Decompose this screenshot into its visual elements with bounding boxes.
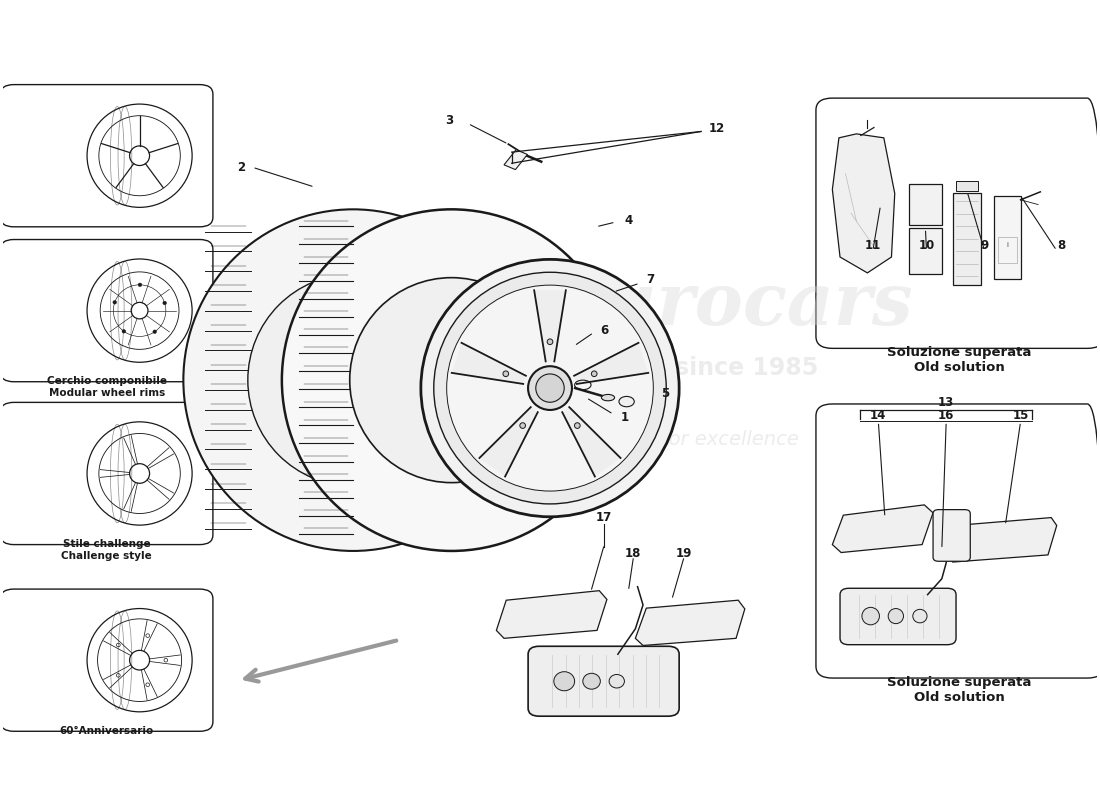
Text: 9: 9 (980, 238, 989, 251)
Ellipse shape (862, 607, 879, 625)
Ellipse shape (528, 366, 572, 410)
Polygon shape (574, 343, 648, 384)
Text: eurocars: eurocars (559, 269, 913, 340)
Bar (994, 196, 1021, 279)
Polygon shape (946, 518, 1057, 562)
Ellipse shape (553, 672, 574, 690)
Ellipse shape (153, 330, 156, 334)
FancyBboxPatch shape (933, 510, 970, 562)
Text: 18: 18 (625, 547, 641, 560)
Ellipse shape (421, 259, 679, 517)
Text: Cerchio componibile
Modular wheel rims: Cerchio componibile Modular wheel rims (46, 376, 167, 398)
Ellipse shape (248, 274, 459, 486)
Ellipse shape (574, 422, 580, 428)
Ellipse shape (139, 283, 142, 286)
Ellipse shape (350, 278, 553, 482)
Text: 60°Anniversario: 60°Anniversario (59, 726, 154, 736)
Text: Soluzione superata
Old solution: Soluzione superata Old solution (887, 676, 1032, 704)
Polygon shape (833, 505, 933, 553)
Ellipse shape (547, 339, 553, 345)
Text: 3: 3 (446, 114, 453, 127)
Polygon shape (480, 407, 538, 477)
Text: 10: 10 (918, 238, 935, 251)
Text: 12: 12 (708, 122, 725, 134)
Text: 19: 19 (675, 547, 692, 560)
Text: 16: 16 (938, 410, 955, 422)
Ellipse shape (592, 371, 597, 377)
Ellipse shape (113, 301, 117, 304)
Polygon shape (496, 590, 607, 638)
Text: 8: 8 (1057, 238, 1065, 251)
Ellipse shape (602, 394, 615, 401)
Ellipse shape (282, 210, 622, 551)
Bar (953, 194, 981, 285)
Ellipse shape (122, 330, 125, 333)
Bar (956, 181, 978, 191)
Text: 5: 5 (661, 387, 669, 400)
Ellipse shape (583, 674, 601, 689)
FancyBboxPatch shape (528, 646, 679, 716)
Text: 1: 1 (620, 411, 628, 424)
Text: 7: 7 (647, 273, 654, 286)
Text: 17: 17 (595, 511, 612, 524)
Ellipse shape (433, 272, 667, 504)
Bar (909, 229, 942, 274)
Ellipse shape (163, 301, 166, 305)
Text: 2: 2 (238, 161, 245, 174)
Text: 6: 6 (601, 323, 608, 337)
Ellipse shape (619, 397, 635, 406)
Text: i: i (1006, 242, 1009, 248)
Ellipse shape (503, 371, 508, 377)
Polygon shape (452, 343, 526, 384)
Ellipse shape (536, 374, 564, 402)
Bar (998, 237, 1018, 262)
Ellipse shape (184, 210, 522, 551)
Text: 14: 14 (870, 410, 887, 422)
Ellipse shape (888, 609, 903, 624)
Text: Stile challenge
Challenge style: Stile challenge Challenge style (62, 539, 152, 561)
FancyBboxPatch shape (840, 588, 956, 645)
Ellipse shape (447, 285, 653, 491)
Bar (504, 150, 527, 170)
Ellipse shape (609, 674, 625, 688)
Ellipse shape (913, 610, 927, 623)
Text: 4: 4 (625, 214, 632, 227)
Text: 11: 11 (865, 238, 881, 251)
Polygon shape (636, 600, 745, 646)
Polygon shape (833, 134, 894, 273)
Text: since 1985: since 1985 (675, 356, 818, 380)
Ellipse shape (520, 422, 526, 428)
Bar (909, 184, 942, 226)
Polygon shape (562, 407, 620, 477)
Text: 15: 15 (1012, 410, 1028, 422)
Text: 13: 13 (938, 396, 955, 409)
Polygon shape (535, 290, 565, 362)
Text: a passion for excellence: a passion for excellence (563, 430, 800, 450)
Text: Soluzione superata
Old solution: Soluzione superata Old solution (887, 346, 1032, 374)
